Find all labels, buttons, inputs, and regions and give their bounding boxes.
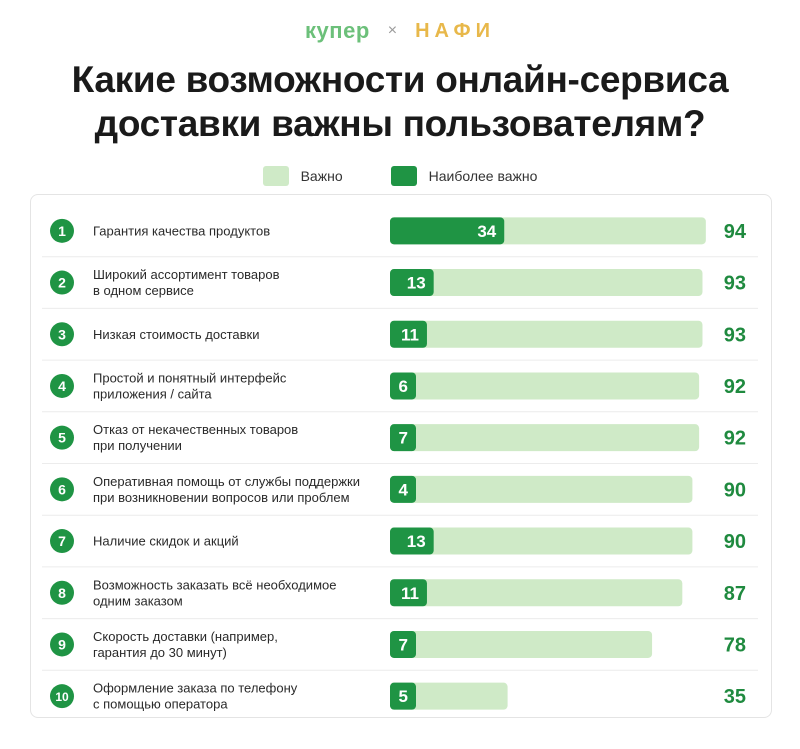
important-value-label: 90 (724, 531, 746, 553)
category-label: с помощью оператора (93, 697, 228, 712)
category-label: Отказ от некачественных товаров (93, 422, 298, 437)
bar-most-important (390, 630, 416, 658)
bar-most-important (390, 269, 434, 297)
bar-important (390, 475, 693, 503)
category-label: при получении (93, 438, 182, 453)
rank-number: 10 (55, 690, 69, 704)
category-label: одним заказом (93, 593, 183, 608)
category-label: Оформление заказа по телефону (93, 681, 298, 696)
important-value-label: 78 (724, 634, 746, 656)
important-value-label: 90 (724, 479, 746, 501)
rank-badge (50, 270, 74, 295)
chart-legend: Важно Наиболее важно (0, 166, 800, 186)
bar-important (390, 269, 703, 297)
rank-badge (50, 477, 74, 502)
most-important-value-label: 7 (399, 635, 408, 654)
category-label: приложения / сайта (93, 386, 212, 401)
category-label: в одном сервисе (93, 283, 194, 298)
rank-number: 1 (58, 223, 66, 239)
legend-label-most-important: Наиболее важно (428, 168, 538, 184)
category-label: Простой и понятный интерфейс (93, 370, 287, 385)
legend-label-important: Важно (300, 168, 343, 184)
category-label: при возникновении вопросов или проблем (93, 490, 350, 505)
bar-important (390, 372, 700, 400)
category-label: Широкий ассортимент товаров (93, 267, 280, 282)
bar-most-important (390, 424, 416, 452)
category-label: Оперативная помощь от службы поддержки (93, 474, 360, 489)
title-line-1: Какие возможности онлайн-сервиса (71, 59, 729, 100)
bar-important (390, 527, 693, 555)
important-value-label: 35 (724, 686, 746, 708)
most-important-value-label: 7 (399, 429, 408, 448)
most-important-value-label: 4 (399, 480, 409, 499)
important-value-label: 92 (724, 376, 746, 398)
rank-badge (50, 684, 74, 709)
bar-most-important (390, 682, 416, 710)
bar-important (390, 579, 683, 607)
rank-badge (50, 529, 74, 554)
legend-item-important: Важно (262, 166, 343, 186)
legend-swatch-important (262, 166, 289, 186)
brand-separator: × (387, 22, 398, 39)
rank-number: 2 (58, 275, 66, 291)
rank-number: 4 (58, 378, 66, 394)
bar-most-important (390, 579, 427, 607)
important-value-label: 94 (724, 221, 747, 243)
legend-swatch-most-important (390, 166, 417, 186)
rank-number: 5 (58, 430, 66, 446)
important-value-label: 92 (724, 428, 746, 450)
category-label: Возможность заказать всё необходимое (93, 577, 336, 592)
most-important-value-label: 6 (399, 377, 408, 396)
rank-number: 6 (58, 481, 66, 497)
category-label: гарантия до 30 минут) (93, 645, 227, 660)
rank-number: 3 (58, 326, 66, 342)
important-value-label: 93 (724, 273, 746, 295)
bar-important (390, 424, 700, 452)
bar-important (390, 682, 508, 710)
most-important-value-label: 34 (477, 222, 496, 241)
rank-number: 7 (58, 533, 66, 549)
bar-important (390, 320, 703, 348)
bar-most-important (390, 372, 416, 400)
bar-most-important (390, 475, 416, 503)
rank-badge (50, 580, 74, 605)
nafi-logo: НАФИ (415, 19, 495, 42)
bar-most-important (390, 527, 434, 555)
page-title: Какие возможности онлайн-сервиса доставк… (0, 58, 800, 146)
rank-badge (50, 322, 74, 347)
rank-number: 8 (58, 585, 66, 601)
rank-badge (50, 373, 74, 398)
kuper-logo: купер (305, 18, 370, 43)
title-line-2: доставки важны пользователям? (94, 103, 706, 144)
bar-important (390, 630, 653, 658)
bar-most-important (390, 217, 505, 245)
category-label: Наличие скидок и акций (93, 534, 239, 549)
most-important-value-label: 11 (401, 325, 419, 344)
category-label: Низкая стоимость доставки (93, 327, 259, 342)
important-value-label: 87 (724, 583, 746, 605)
most-important-value-label: 5 (399, 687, 408, 706)
rank-badge (50, 218, 74, 243)
most-important-value-label: 13 (407, 532, 426, 551)
rank-badge (50, 425, 74, 450)
rank-badge (50, 632, 74, 657)
category-label: Скорость доставки (например, (93, 629, 278, 644)
rank-number: 9 (58, 636, 66, 652)
category-label: Гарантия качества продуктов (93, 223, 270, 238)
most-important-value-label: 13 (407, 274, 426, 293)
legend-item-most-important: Наиболее важно (390, 166, 538, 186)
bar-most-important (390, 320, 427, 348)
important-value-label: 93 (724, 324, 746, 346)
brand-header: купер × НАФИ (0, 18, 800, 44)
most-important-value-label: 11 (401, 584, 419, 603)
